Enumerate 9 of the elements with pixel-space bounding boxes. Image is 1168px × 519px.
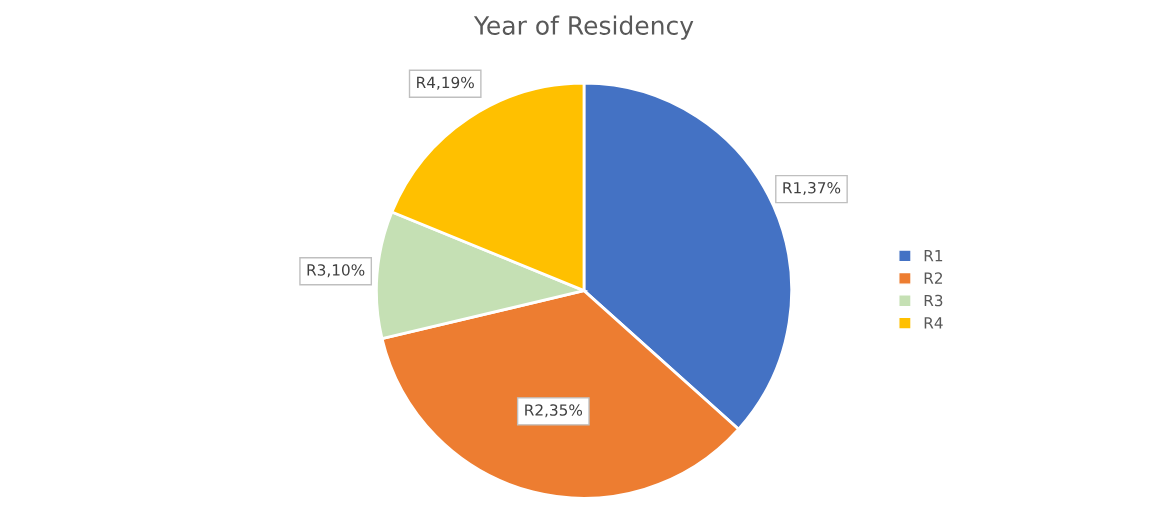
data-label: R2,35% [525, 404, 583, 418]
legend-label: R4 [924, 317, 943, 329]
legend-label: R1 [924, 250, 943, 262]
legend-label: R3 [924, 294, 943, 307]
data-label: R4,19% [417, 76, 474, 90]
chart-title: Year of Residency [473, 15, 694, 40]
data-label: R1,37% [783, 181, 841, 196]
legend-label: R2 [924, 272, 943, 284]
data-label: R3,10% [307, 264, 365, 278]
